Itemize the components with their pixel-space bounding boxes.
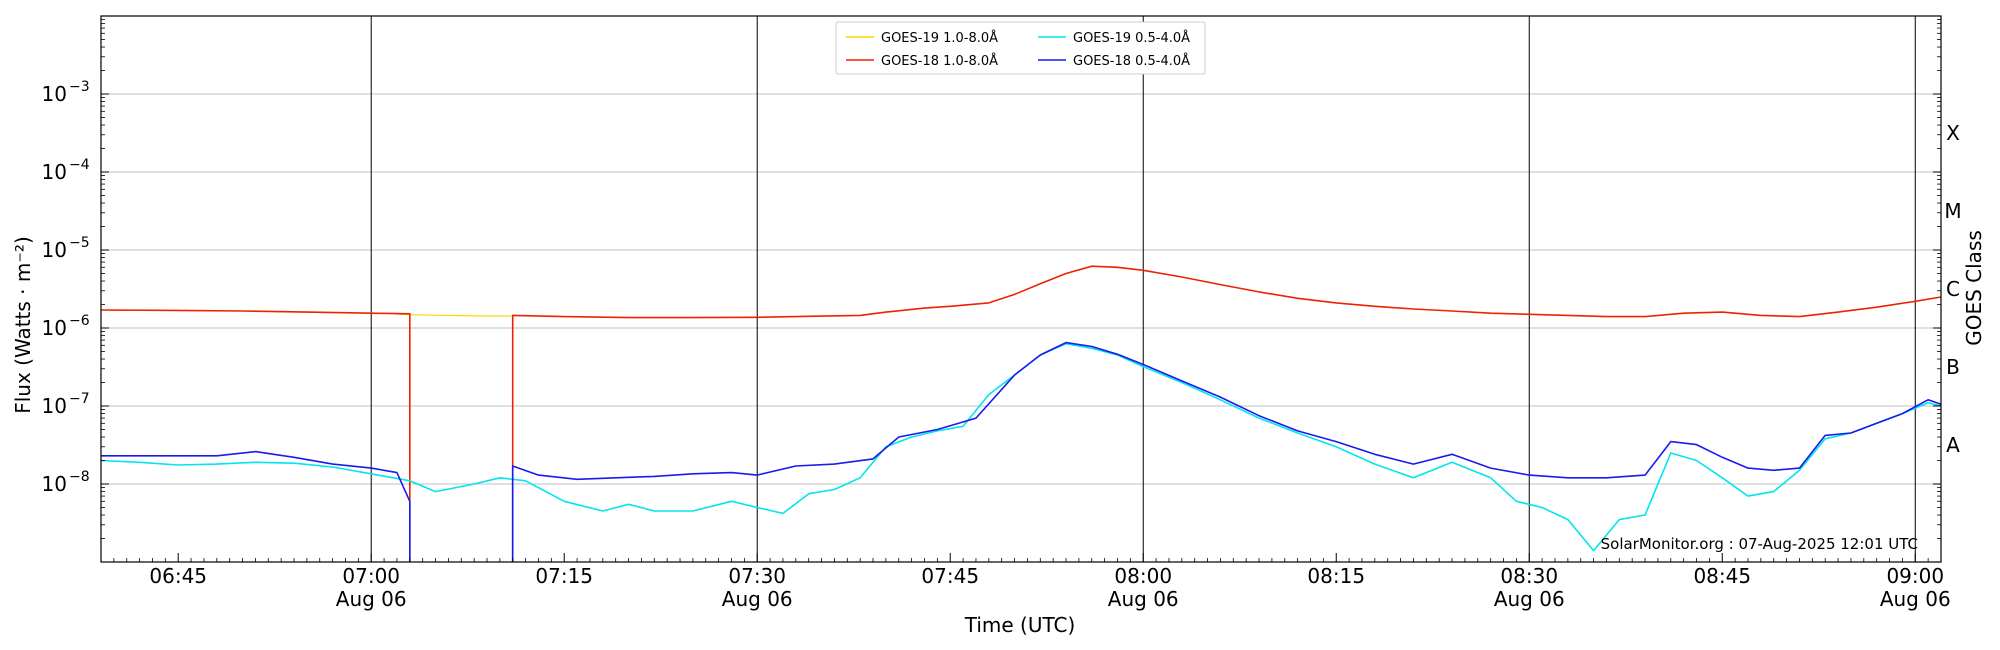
x-tick-date-7: Aug 06 xyxy=(1494,587,1565,611)
plot-frame xyxy=(100,15,1942,563)
series-line-1 xyxy=(100,265,1942,562)
major-time-lines xyxy=(370,16,1916,562)
x-tick-label-1: 07:00 xyxy=(342,564,400,588)
goes-class-a: A xyxy=(1946,433,1960,457)
y-tick-label-0: 10 xyxy=(42,472,67,496)
x-tick-date-1: Aug 06 xyxy=(336,587,407,611)
x-tick-label-0: 06:45 xyxy=(149,564,207,588)
x-tick-label-6: 08:15 xyxy=(1307,564,1365,588)
x-tick-label-7: 08:30 xyxy=(1500,564,1558,588)
y-tick-exponent-4: −4 xyxy=(69,157,90,173)
y-tick-exponent-2: −6 xyxy=(69,313,90,329)
y-axis-ticks: 10−810−710−610−510−410−3 xyxy=(42,19,1941,539)
legend-label-goes18-long: GOES-18 1.0-8.0Å xyxy=(881,53,998,69)
y-tick-exponent-1: −7 xyxy=(69,391,90,407)
x-tick-label-9: 09:00 xyxy=(1886,564,1944,588)
legend-label-goes18-short: GOES-18 0.5-4.0Å xyxy=(1073,53,1190,69)
horizontal-grid xyxy=(101,93,1941,485)
y-tick-exponent-5: −3 xyxy=(69,79,90,95)
x-tick-label-2: 07:15 xyxy=(535,564,593,588)
x-tick-date-9: Aug 06 xyxy=(1880,587,1951,611)
x-tick-label-4: 07:45 xyxy=(921,564,979,588)
goes-class-labels: A B C M X xyxy=(1944,121,1961,457)
goes-class-c: C xyxy=(1946,277,1960,301)
y-tick-label-1: 10 xyxy=(42,394,67,418)
y-tick-label-4: 10 xyxy=(42,160,67,184)
x-tick-label-3: 07:30 xyxy=(728,564,786,588)
goes-class-b: B xyxy=(1946,355,1960,379)
legend: GOES-19 1.0-8.0Å GOES-18 1.0-8.0Å GOES-1… xyxy=(835,21,1206,75)
series-layer xyxy=(100,265,1942,562)
x-axis-title: Time (UTC) xyxy=(964,613,1076,637)
x-tick-date-3: Aug 06 xyxy=(722,587,793,611)
legend-box xyxy=(835,21,1206,75)
y-tick-label-3: 10 xyxy=(42,238,67,262)
y-tick-exponent-3: −5 xyxy=(69,235,90,251)
y-tick-exponent-0: −8 xyxy=(69,469,90,485)
x-tick-date-5: Aug 06 xyxy=(1108,587,1179,611)
legend-label-goes19-long: GOES-19 1.0-8.0Å xyxy=(881,30,998,46)
x-tick-label-5: 08:00 xyxy=(1114,564,1172,588)
goes-class-m: M xyxy=(1944,199,1961,223)
series-line-3 xyxy=(101,341,1942,562)
credit-text: SolarMonitor.org : 07-Aug-2025 12:01 UTC xyxy=(1601,535,1918,553)
y-axis-title: Flux (Watts · m⁻²) xyxy=(11,236,35,414)
goes-class-x: X xyxy=(1946,121,1960,145)
legend-label-goes19-short: GOES-19 0.5-4.0Å xyxy=(1073,30,1190,46)
x-tick-label-8: 08:45 xyxy=(1693,564,1751,588)
y-tick-label-2: 10 xyxy=(42,316,67,340)
y2-axis-title: GOES Class xyxy=(1962,230,1986,346)
series-line-0 xyxy=(396,313,513,317)
y-tick-label-5: 10 xyxy=(42,82,67,106)
